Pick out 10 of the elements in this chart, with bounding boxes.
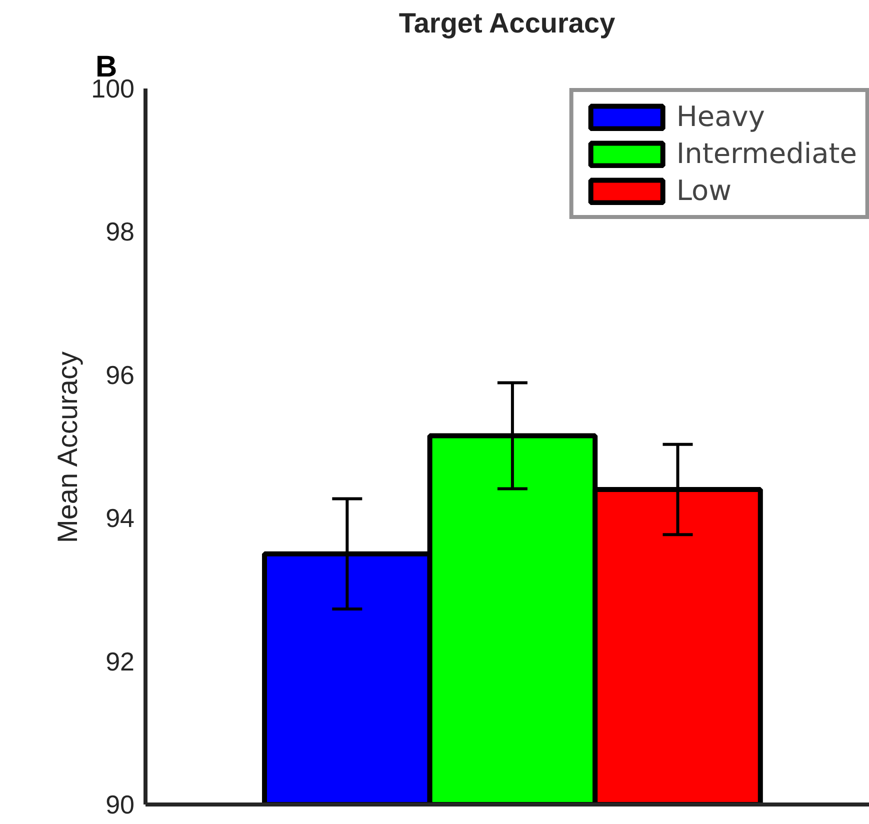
y-tick-label: 98: [106, 216, 134, 247]
y-axis-title: Mean Accuracy: [52, 352, 84, 543]
chart-title: Target Accuracy: [398, 8, 616, 38]
legend-label: Heavy: [676, 100, 765, 133]
legend-label: Intermediate: [676, 137, 857, 170]
legend-label: Low: [676, 174, 732, 207]
y-tick-label: 90: [106, 790, 134, 820]
y-tick-label: 96: [106, 360, 134, 390]
y-tick-label: 94: [106, 503, 134, 534]
y-tick-label: 92: [106, 646, 134, 676]
